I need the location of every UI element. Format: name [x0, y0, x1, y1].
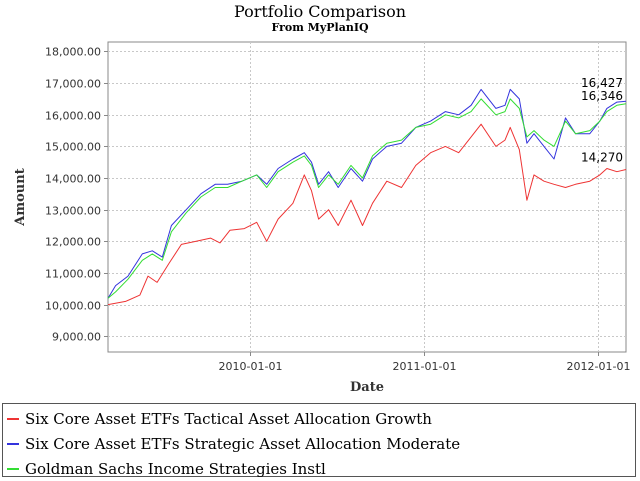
legend-swatch-strategic-moderate	[7, 442, 19, 445]
x-tick-label: 2012-01-01	[567, 360, 631, 373]
y-tick-label: 11,000.00	[45, 268, 101, 281]
legend-item-strategic-moderate: Six Core Asset ETFs Strategic Asset Allo…	[3, 431, 635, 456]
chart-subtitle: From MyPlanIQ	[271, 21, 369, 34]
y-tick-label: 13,000.00	[45, 205, 101, 218]
y-axis-label: Amount	[13, 168, 28, 226]
plot-frame	[107, 41, 627, 353]
y-tick-label: 18,000.00	[45, 46, 101, 59]
legend-label-tactical-growth: Six Core Asset ETFs Tactical Asset Alloc…	[25, 409, 432, 428]
y-tick-label: 10,000.00	[45, 300, 101, 313]
x-axis-label: Date	[350, 380, 384, 395]
legend-label-goldman-income: Goldman Sachs Income Strategies Instl	[25, 459, 326, 478]
series-end-label-0: 14,270	[581, 150, 623, 164]
legend-item-tactical-growth: Six Core Asset ETFs Tactical Asset Alloc…	[3, 406, 635, 431]
series-end-label-2: 16,346	[581, 89, 623, 103]
y-tick-label: 9,000.00	[52, 331, 101, 344]
chart-area: 9,000.00 10,000.00 11,000.00 12,000.00 13,00…	[13, 41, 631, 395]
legend-swatch-goldman-income	[7, 467, 19, 470]
series-line-0	[107, 123, 627, 306]
y-tick-label: 15,000.00	[45, 141, 101, 154]
legend-swatch-tactical-growth	[7, 417, 19, 420]
y-tick-label: 16,000.00	[45, 110, 101, 123]
y-tick-label: 12,000.00	[45, 236, 101, 249]
legend-item-goldman-income: Goldman Sachs Income Strategies Instl	[3, 456, 635, 481]
x-tick-label: 2011-01-01	[393, 360, 457, 373]
chart-title: Portfolio Comparison	[233, 2, 407, 21]
series-end-label-1: 16,427	[581, 76, 623, 90]
y-tick-label: 17,000.00	[45, 78, 101, 91]
series-line-2	[107, 98, 627, 299]
legend-label-strategic-moderate: Six Core Asset ETFs Strategic Asset Allo…	[25, 434, 461, 453]
x-tick-label: 2010-01-01	[219, 360, 283, 373]
series-line-1	[107, 88, 627, 299]
legend: Six Core Asset ETFs Tactical Asset Alloc…	[2, 403, 636, 478]
y-tick-label: 14,000.00	[45, 173, 101, 186]
